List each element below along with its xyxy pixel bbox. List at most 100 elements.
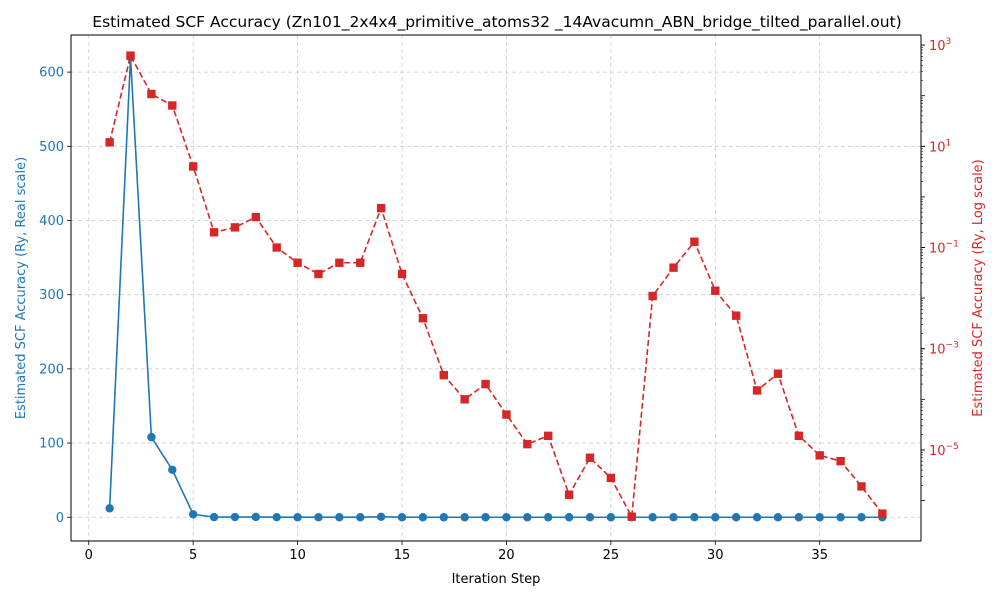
x-tick-label: 35 [811,548,828,563]
series-right-point [523,439,532,449]
series-right-point [272,243,281,252]
series-right-point [544,431,553,441]
series-left-point [544,513,553,522]
series-left-point [731,513,741,522]
x-tick-label: 5 [189,548,197,563]
series-right-point [105,138,114,147]
series-left-point [690,512,699,522]
series-left-point [752,513,762,522]
series-right-point [209,228,219,237]
grid-layer [71,35,921,541]
series-right-point [376,203,386,213]
y-axis-right: 103 101 10−1 10−3 10−5 [921,37,959,501]
series-right-point [168,101,177,110]
series-right-point [648,291,657,301]
series-right-line [108,53,883,520]
x-tick-label: 0 [85,548,93,563]
series-left-point [251,512,261,522]
x-tick-label: 30 [707,548,724,563]
series-right-point [230,223,240,232]
series-left-point [147,432,156,442]
series-left-point [585,513,595,522]
series-right-point [773,369,783,378]
series-right-point [126,51,135,60]
series-right-point [314,269,323,279]
series-left-point [648,513,657,522]
series-left-point [272,512,281,522]
series-right-point [356,258,365,267]
series-left-real-scale [105,53,887,522]
series-left-point [314,513,323,522]
series-right-point [815,451,824,460]
series-left-point [836,513,845,522]
y-right-tick-label: 101 [929,138,951,155]
x-tick-label: 15 [394,548,411,563]
series-left-point [188,510,198,519]
series-left-point [669,513,678,522]
series-right-point [606,473,616,483]
series-left-point [481,513,490,522]
x-axis-label: Iteration Step [452,572,541,587]
series-right-point [794,431,804,441]
y-left-tick-label: 500 [39,140,64,155]
series-left-point [711,513,720,522]
series-left-point [460,513,469,522]
series-left-point [564,513,574,522]
series-right-point [627,512,636,521]
y-right-tick-label: 10−1 [929,240,959,257]
series-right-point [878,509,887,518]
x-tick-label: 25 [603,548,620,563]
x-tick-label: 20 [498,548,515,563]
y-left-tick-label: 400 [39,214,64,229]
y-left-tick-label: 100 [39,437,64,452]
series-left-point [230,512,240,522]
series-left-point [335,513,344,522]
series-right-point [752,386,762,395]
series-left-line [108,57,883,519]
chart-title: Estimated SCF Accuracy (Zn101_2x4x4_prim… [92,13,901,32]
series-right-point [502,410,511,419]
y-right-tick-label: 10−3 [929,341,959,358]
series-left-point [293,513,302,522]
series-right-point [418,314,428,323]
y-right-tick-label: 10−5 [929,442,959,459]
series-right-point [188,162,198,171]
series-left-point [168,465,177,474]
y-axis-right-label: Estimated SCF Accuracy (Ry, Log scale) [971,159,986,417]
x-axis: 0 5 10 15 20 25 30 35 [85,541,828,563]
series-right-point [335,258,344,267]
series-left-point [418,513,428,522]
series-left-point [376,512,386,522]
series-left-point [606,513,616,522]
series-left-point [773,513,783,522]
y-axis-left-label: Estimated SCF Accuracy (Ry, Real scale) [14,157,29,419]
x-tick-label: 10 [289,548,306,563]
series-right-point [564,490,574,499]
series-right-point [585,453,595,462]
series-right-point [731,311,741,320]
series-left-point [397,513,407,522]
y-left-tick-label: 600 [39,66,64,81]
series-left-point [523,513,532,522]
series-left-point [209,512,219,522]
series-left-point [794,513,804,522]
plot-frame [70,34,922,542]
series-right-point [439,370,448,380]
series-right-point [690,237,699,246]
series-left-point [815,513,824,522]
y-left-tick-label: 300 [39,288,64,303]
series-right-point [669,263,678,272]
series-right-point [857,482,866,491]
series-right-point [397,269,407,279]
y-axis-left: 0 100 200 300 400 500 600 [39,66,71,526]
y-left-tick-label: 200 [39,362,64,377]
series-right-point [711,286,720,295]
series-right-point [460,395,469,404]
series-left-point [857,513,866,522]
series-right-point [293,258,302,267]
y-left-tick-label: 0 [56,511,64,526]
y-right-tick-label: 103 [929,37,951,54]
series-right-log-scale [105,51,887,521]
series-left-point [105,504,114,513]
